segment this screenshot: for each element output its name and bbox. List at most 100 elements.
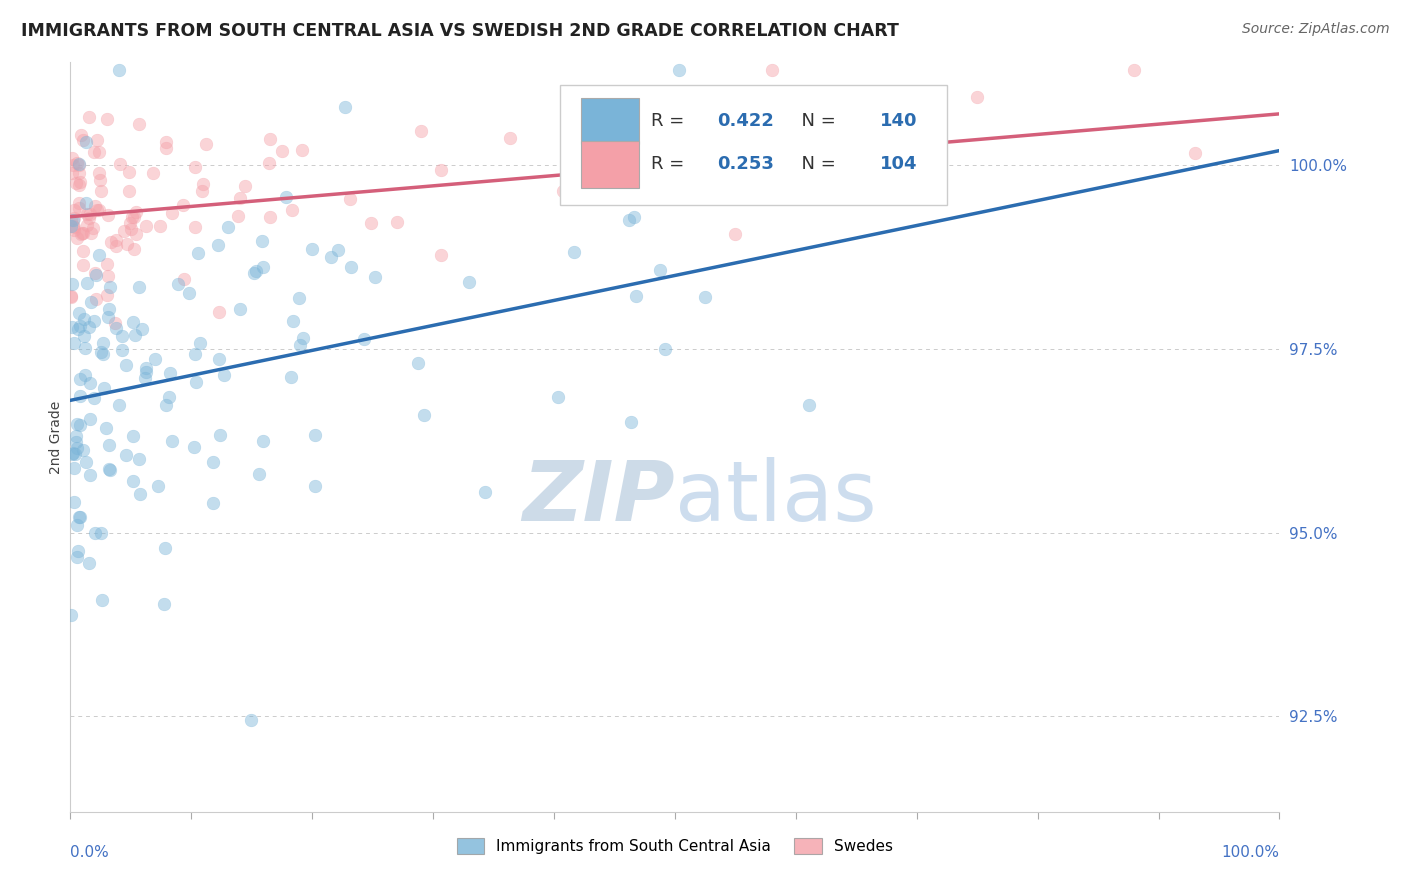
Point <box>291 143 314 157</box>
Point <box>321 250 343 264</box>
Point <box>63 222 86 236</box>
Point <box>412 408 434 422</box>
Point <box>191 184 214 198</box>
Point <box>91 335 114 350</box>
Point <box>115 236 138 251</box>
Point <box>155 541 177 556</box>
Point <box>62 158 84 172</box>
Point <box>82 221 104 235</box>
Point <box>208 427 231 442</box>
Point <box>202 455 225 469</box>
Point <box>77 319 100 334</box>
Point <box>184 219 207 234</box>
Text: 0.253: 0.253 <box>717 155 775 173</box>
Point <box>108 398 131 412</box>
Point <box>134 371 156 385</box>
Point <box>98 280 121 294</box>
Text: R =: R = <box>651 155 690 173</box>
Point <box>274 190 297 204</box>
Point <box>73 342 96 356</box>
Point <box>63 447 86 461</box>
Point <box>409 124 432 138</box>
Point <box>562 244 585 259</box>
Point <box>112 224 135 238</box>
Point <box>240 713 263 727</box>
Point <box>67 196 90 211</box>
Point <box>75 195 97 210</box>
Point <box>104 239 127 253</box>
Point <box>89 145 111 159</box>
Point <box>626 289 648 303</box>
Point <box>96 420 118 434</box>
Point <box>247 467 270 482</box>
Point <box>233 179 256 194</box>
Point <box>135 219 157 233</box>
Text: R =: R = <box>651 112 690 130</box>
Point <box>97 461 120 475</box>
Point <box>73 328 96 343</box>
Y-axis label: 2nd Grade: 2nd Grade <box>49 401 63 474</box>
Point <box>122 429 145 443</box>
Point <box>153 597 176 611</box>
Point <box>90 344 112 359</box>
Point <box>72 442 94 457</box>
Text: ZIP: ZIP <box>522 457 675 538</box>
Point <box>228 191 250 205</box>
Point <box>70 226 93 240</box>
Point <box>155 141 177 155</box>
Point <box>96 287 118 301</box>
Point <box>93 347 115 361</box>
Point <box>118 165 141 179</box>
Point <box>72 134 94 148</box>
Point <box>73 311 96 326</box>
Point <box>252 434 274 448</box>
Point <box>80 227 103 241</box>
Point <box>121 474 143 488</box>
Text: Source: ZipAtlas.com: Source: ZipAtlas.com <box>1241 22 1389 37</box>
Point <box>120 221 142 235</box>
Text: N =: N = <box>790 112 841 130</box>
Point <box>1184 145 1206 160</box>
Point <box>79 412 101 426</box>
Point <box>120 216 142 230</box>
Point <box>122 242 145 256</box>
Point <box>142 166 165 180</box>
Point <box>83 391 105 405</box>
Point <box>191 178 214 192</box>
Point <box>207 352 229 367</box>
Point <box>186 376 208 390</box>
Point <box>188 335 211 350</box>
Point <box>353 331 375 345</box>
Point <box>430 248 453 262</box>
Text: 0.422: 0.422 <box>717 112 775 130</box>
Point <box>63 494 86 508</box>
Point <box>69 175 91 189</box>
Point <box>67 322 90 336</box>
Point <box>79 207 101 221</box>
Point <box>121 210 143 224</box>
Point <box>149 219 172 233</box>
Point <box>75 455 97 469</box>
Point <box>122 315 145 329</box>
Point <box>184 347 207 361</box>
Point <box>547 390 569 404</box>
Point <box>90 525 112 540</box>
Point <box>212 368 235 383</box>
Point <box>619 415 641 429</box>
Text: 104: 104 <box>880 155 918 173</box>
Point <box>69 510 91 524</box>
Point <box>122 210 145 224</box>
Point <box>124 327 146 342</box>
Point <box>60 166 83 180</box>
Point <box>458 275 481 289</box>
Point <box>259 131 281 145</box>
Point <box>617 213 640 227</box>
Point <box>1123 62 1146 77</box>
Point <box>97 310 120 324</box>
Point <box>693 290 716 304</box>
Point <box>66 543 89 558</box>
Point <box>65 231 87 245</box>
Point <box>69 372 91 386</box>
Point <box>129 487 152 501</box>
Point <box>62 213 84 227</box>
